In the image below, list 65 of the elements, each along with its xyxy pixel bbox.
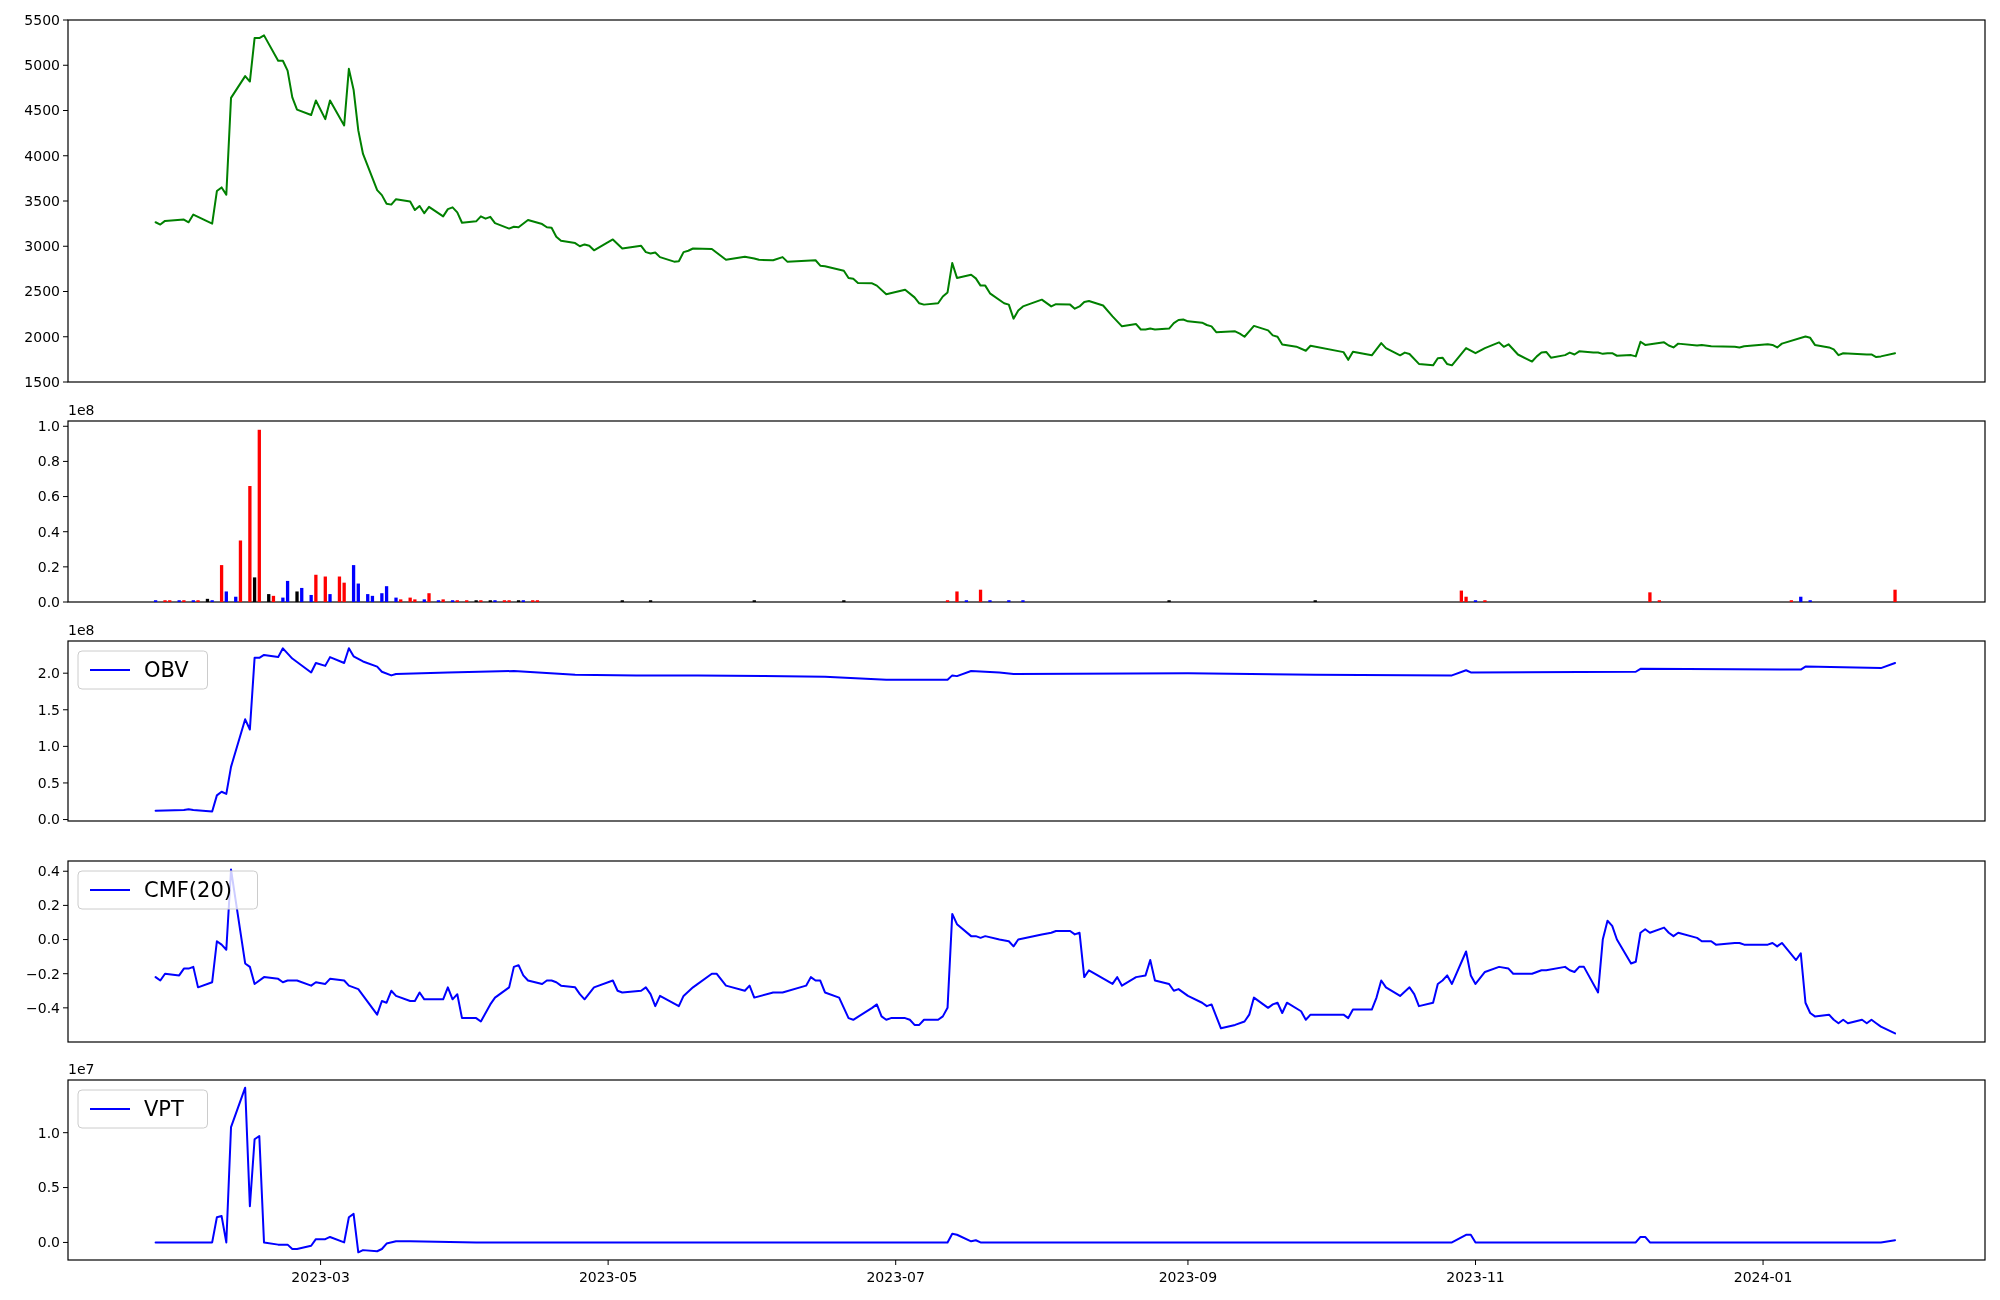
y-tick-label: 0.4 xyxy=(37,523,61,540)
bar xyxy=(427,593,431,602)
y-tick-label: −0.2 xyxy=(26,965,60,982)
bar xyxy=(955,591,959,602)
y-tick-label: 4000 xyxy=(24,147,60,164)
bar xyxy=(309,594,313,602)
bar xyxy=(394,597,398,602)
bar xyxy=(224,591,228,602)
bar xyxy=(441,599,445,602)
x-tick-label: 2023-03 xyxy=(291,1269,350,1285)
bar xyxy=(219,565,224,602)
y-tick-label: 2500 xyxy=(24,283,60,300)
y-tick-label: 0.0 xyxy=(37,931,60,948)
y-tick-label: 0.8 xyxy=(37,453,60,470)
text: 1e7 xyxy=(68,1061,95,1077)
line-series xyxy=(154,34,1897,367)
bar xyxy=(422,599,426,602)
legend-label: OBV xyxy=(144,658,190,683)
bar xyxy=(399,599,403,602)
y-tick-label: 1500 xyxy=(24,373,60,390)
y-tick-label: 0.0 xyxy=(37,811,60,828)
bar xyxy=(257,429,261,602)
y-tick-label: 5500 xyxy=(24,11,60,28)
bar xyxy=(413,599,417,602)
y-tick-label: 1.0 xyxy=(37,418,60,435)
bar xyxy=(384,586,389,602)
legend-label: CMF(20) xyxy=(144,878,232,903)
text: 1e8 xyxy=(68,402,95,418)
y-tick-label: 5000 xyxy=(24,57,60,74)
y-tick-label: 1.0 xyxy=(37,1124,60,1141)
y-tick-label: 0.6 xyxy=(37,488,61,505)
bar xyxy=(238,540,243,602)
y-tick-label: 0.5 xyxy=(37,1179,60,1196)
bar xyxy=(271,595,276,602)
text: 1e8 xyxy=(68,622,95,638)
bar xyxy=(351,565,356,602)
y-tick-label: 0.2 xyxy=(37,897,60,914)
x-tick-label: 2023-05 xyxy=(578,1269,638,1285)
y-tick-label: 1.5 xyxy=(37,701,60,718)
bar xyxy=(314,574,318,602)
y-tick-label: 0.0 xyxy=(37,593,60,610)
bar xyxy=(248,486,252,602)
y-tick-label: −0.4 xyxy=(26,999,61,1016)
bar xyxy=(1648,592,1652,602)
bar xyxy=(370,595,375,602)
y-tick-label: 2000 xyxy=(24,328,60,345)
bar xyxy=(1893,589,1897,602)
x-tick-label: 2023-07 xyxy=(866,1269,925,1285)
bar xyxy=(328,594,332,602)
legend-label: VPT xyxy=(144,1097,185,1122)
y-tick-label: 3000 xyxy=(24,238,60,255)
y-tick-label: 0.2 xyxy=(37,558,60,575)
bar xyxy=(285,580,290,602)
y-tick-label: 3500 xyxy=(24,192,60,209)
bar xyxy=(300,587,304,602)
y-tick-label: 2.0 xyxy=(37,665,60,682)
x-tick-label: 2023-11 xyxy=(1446,1269,1505,1285)
y-tick-label: 0.4 xyxy=(37,863,61,880)
y-tick-label: 1.0 xyxy=(37,738,60,755)
x-tick-label: 2023-09 xyxy=(1158,1269,1218,1285)
y-tick-label: 4500 xyxy=(24,102,60,119)
x-tick-label: 2024-01 xyxy=(1733,1269,1793,1285)
y-tick-label: 0.5 xyxy=(37,774,60,791)
bar xyxy=(366,594,370,602)
y-tick-label: 0.0 xyxy=(37,1234,60,1251)
